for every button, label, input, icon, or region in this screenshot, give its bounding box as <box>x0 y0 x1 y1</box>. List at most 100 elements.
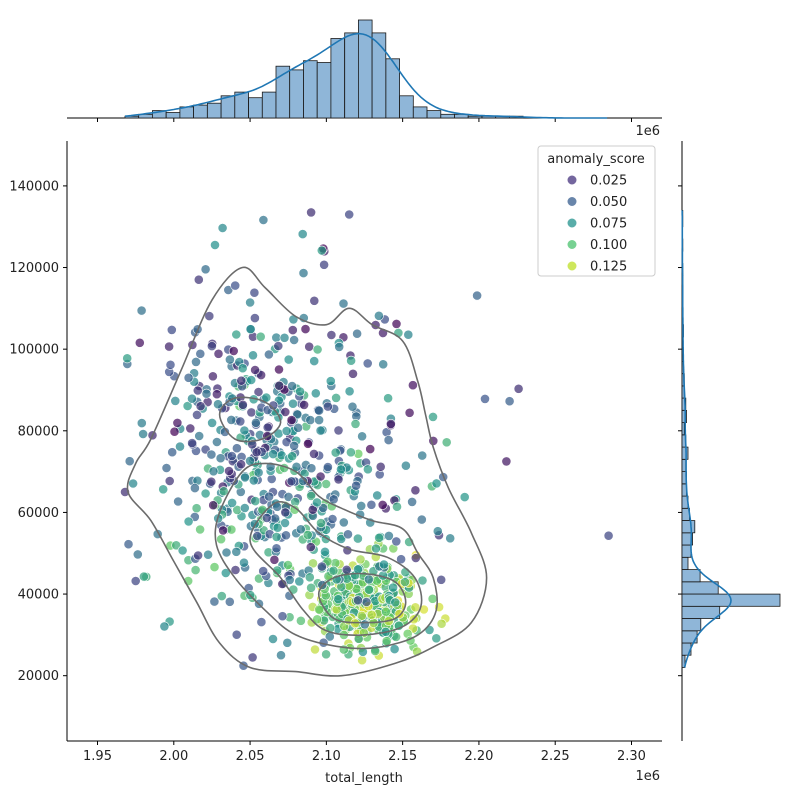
scatter-point <box>344 386 355 397</box>
scatter-point <box>312 344 323 355</box>
scatter-point <box>297 229 308 239</box>
scatter-point <box>365 444 376 454</box>
scatter-point <box>208 500 219 511</box>
scatter-point <box>283 491 294 502</box>
scatter-point <box>407 496 417 507</box>
x-hist-bar <box>234 91 249 119</box>
scatter-point <box>348 368 358 379</box>
scatter-point <box>357 646 368 657</box>
scatter-point <box>338 517 349 528</box>
scatter-point <box>252 531 263 541</box>
scatter-point <box>357 655 367 666</box>
scatter-point <box>190 565 201 575</box>
scatter-point <box>258 566 269 576</box>
scatter-point <box>310 388 321 399</box>
scatter-point <box>286 415 297 425</box>
scatter-point <box>322 462 333 472</box>
scatter-point <box>211 437 222 447</box>
y-hist-bar <box>681 569 701 583</box>
scatter-point <box>304 572 315 583</box>
scatter-point <box>364 584 374 595</box>
scatter-point <box>284 575 295 585</box>
scatter-point <box>287 325 298 335</box>
x-tick-label: 2.05 <box>236 749 265 764</box>
y-tick-label: 120000 <box>9 261 59 276</box>
scatter-point <box>268 400 279 411</box>
scatter-point <box>381 636 392 646</box>
scatter-point <box>283 354 294 365</box>
scatter-point <box>326 330 337 340</box>
scatter-point <box>315 425 326 436</box>
scatter-point <box>295 615 306 626</box>
scatter-point <box>343 529 353 540</box>
x-axis-scale-label: 1e6 <box>635 769 660 784</box>
scatter-point <box>333 594 344 605</box>
scatter-point <box>302 530 313 540</box>
y-hist-bar <box>681 422 685 436</box>
scatter-point <box>280 507 291 518</box>
scatter-point <box>171 540 182 551</box>
legend-marker <box>566 217 578 229</box>
scatter-point <box>191 356 201 367</box>
x-hist-bar <box>440 113 455 119</box>
scatter-point <box>136 418 147 428</box>
scatter-point <box>286 476 297 487</box>
scatter-point <box>309 295 320 306</box>
scatter-point <box>271 332 282 343</box>
x-hist-bar <box>193 104 208 119</box>
scatter-point <box>250 417 261 428</box>
scatter-point <box>239 425 250 436</box>
scatter-point <box>298 476 308 486</box>
x-hist-bar <box>165 112 181 119</box>
scatter-point <box>213 348 224 359</box>
scatter-point <box>226 451 237 461</box>
scatter-point <box>432 526 443 537</box>
scatter-point <box>221 547 232 558</box>
scatter-point <box>206 449 217 460</box>
scatter-point <box>336 464 346 475</box>
scatter-point <box>216 534 226 545</box>
scatter-point <box>366 609 377 620</box>
scatter-point <box>217 223 228 233</box>
scatter-point <box>436 574 447 585</box>
scatter-point <box>289 504 300 515</box>
scatter-point <box>383 531 394 541</box>
scatter-point <box>230 565 241 575</box>
scatter-point <box>231 546 242 557</box>
scatter-point <box>271 532 282 542</box>
scatter-point <box>236 375 247 386</box>
scatter-point <box>138 429 148 439</box>
scatter-point <box>352 328 362 339</box>
scatter-point <box>272 565 283 576</box>
y-hist-bar <box>681 458 687 472</box>
scatter-point <box>218 525 228 536</box>
scatter-point <box>361 597 372 607</box>
scatter-point <box>338 298 349 309</box>
scatter-point <box>345 447 356 458</box>
scatter-point <box>263 349 274 360</box>
scatter-point <box>346 355 356 366</box>
scatter-point <box>312 497 322 508</box>
x-hist-bar <box>261 91 277 119</box>
scatter-point <box>305 542 316 552</box>
scatter-point <box>231 329 242 340</box>
scatter-point <box>231 629 242 640</box>
scatter-point <box>138 571 149 582</box>
scatter-point <box>256 617 267 627</box>
scatter-point <box>192 409 202 420</box>
scatter-point <box>237 363 248 374</box>
scatter-point <box>258 215 269 225</box>
scatter-point <box>211 389 222 400</box>
y-hist-bar <box>681 618 702 632</box>
scatter-point <box>380 606 391 617</box>
scatter-point <box>226 524 237 535</box>
scatter-point <box>240 472 250 483</box>
scatter-point <box>319 259 329 270</box>
scatter-point <box>124 456 135 467</box>
scatter-point <box>306 582 316 593</box>
scatter-point <box>374 532 384 543</box>
scatter-point <box>403 329 414 340</box>
scatter-point <box>283 560 293 570</box>
scatter-point <box>175 441 185 452</box>
scatter-point <box>328 565 339 576</box>
